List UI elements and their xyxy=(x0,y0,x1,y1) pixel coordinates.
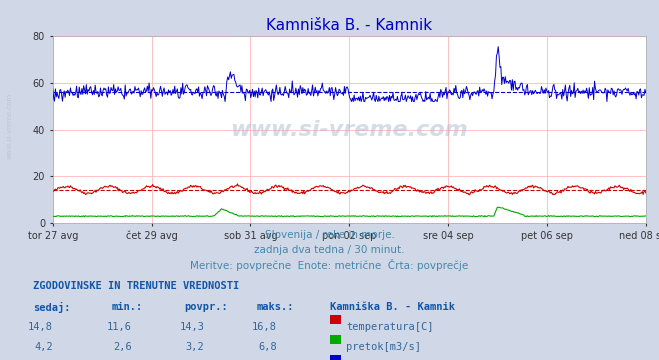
Text: min.:: min.: xyxy=(112,302,143,312)
Text: 2,6: 2,6 xyxy=(113,342,132,352)
Text: 14,8: 14,8 xyxy=(28,322,53,332)
Text: zadnja dva tedna / 30 minut.: zadnja dva tedna / 30 minut. xyxy=(254,245,405,255)
Text: Meritve: povprečne  Enote: metrične  Črta: povprečje: Meritve: povprečne Enote: metrične Črta:… xyxy=(190,259,469,271)
Text: Slovenija / reke in morje.: Slovenija / reke in morje. xyxy=(264,230,395,240)
Text: www.si-vreme.com: www.si-vreme.com xyxy=(231,120,468,140)
Text: temperatura[C]: temperatura[C] xyxy=(346,322,434,332)
Text: 4,2: 4,2 xyxy=(34,342,53,352)
Title: Kamniška B. - Kamnik: Kamniška B. - Kamnik xyxy=(266,18,432,33)
Text: www.si-vreme.com: www.si-vreme.com xyxy=(7,93,13,159)
Text: 16,8: 16,8 xyxy=(252,322,277,332)
Text: Kamniška B. - Kamnik: Kamniška B. - Kamnik xyxy=(330,302,455,312)
Text: ZGODOVINSKE IN TRENUTNE VREDNOSTI: ZGODOVINSKE IN TRENUTNE VREDNOSTI xyxy=(33,281,239,291)
Text: sedaj:: sedaj: xyxy=(33,302,71,314)
Text: pretok[m3/s]: pretok[m3/s] xyxy=(346,342,421,352)
Text: 3,2: 3,2 xyxy=(186,342,204,352)
Text: maks.:: maks.: xyxy=(257,302,295,312)
Text: 14,3: 14,3 xyxy=(179,322,204,332)
Text: povpr.:: povpr.: xyxy=(185,302,228,312)
Text: 11,6: 11,6 xyxy=(107,322,132,332)
Text: 6,8: 6,8 xyxy=(258,342,277,352)
